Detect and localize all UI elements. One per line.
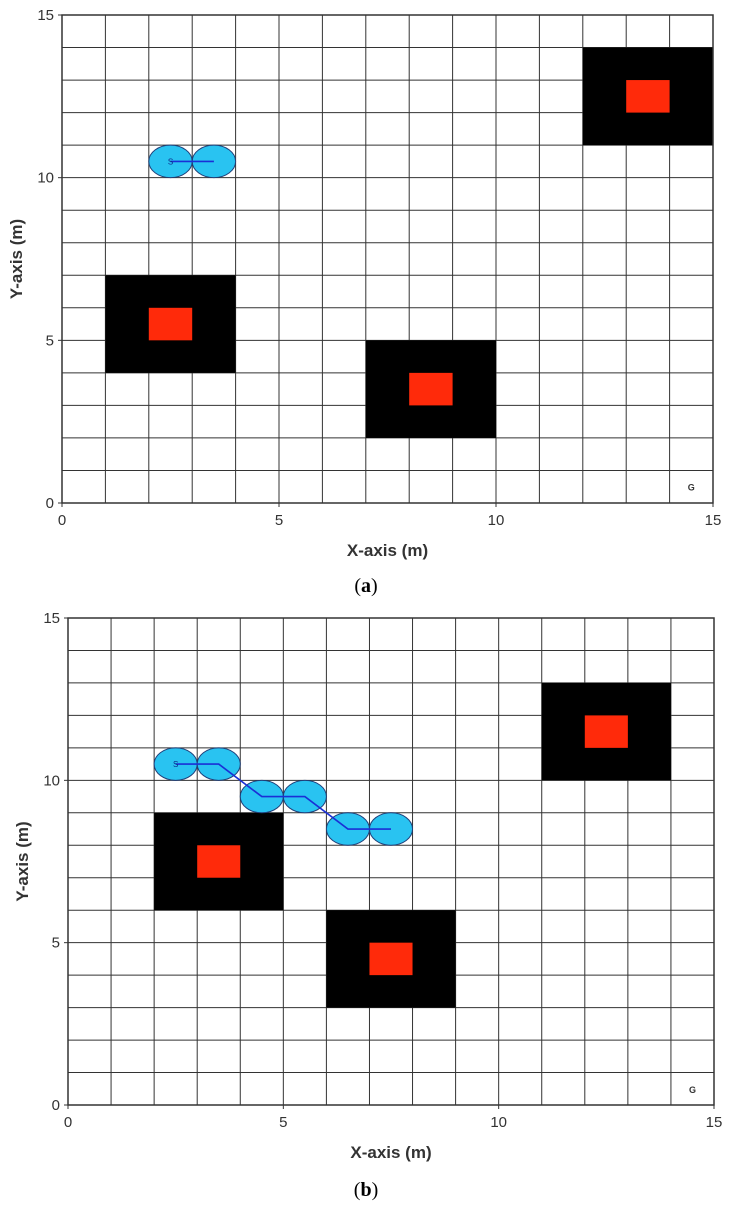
obstacle-core: [409, 372, 453, 406]
robot-path: [175, 763, 391, 830]
start-marker-label: S: [173, 760, 178, 769]
x-tick-label: 15: [705, 512, 722, 529]
x-tick-label: 10: [488, 512, 505, 529]
plot-frame: [61, 14, 714, 504]
subfigure-caption: (b): [354, 1179, 378, 1201]
x-tick-label: 0: [64, 1114, 72, 1131]
subfigure-caption-letter: b: [360, 1179, 371, 1201]
y-tick-label: 5: [46, 332, 54, 349]
obstacle-core: [197, 845, 241, 878]
y-tick-label: 0: [52, 1097, 60, 1114]
chart-a: S G 0 5 10 15 0 5 10 15 X-axis (m) Y-axis (m) (a): [7, 7, 722, 597]
y-tick-label: 5: [52, 935, 60, 952]
x-tick-label: 0: [58, 512, 66, 529]
x-tick-label: 15: [706, 1114, 723, 1131]
subfigure-caption-letter: a: [361, 575, 371, 597]
y-tick-label: 10: [37, 170, 54, 187]
subfigure-caption: (a): [354, 575, 377, 597]
obstacle-core: [584, 715, 628, 748]
y-tick-label: 15: [37, 7, 54, 24]
x-axis-label: X-axis (m): [347, 541, 428, 560]
y-tick-label: 0: [46, 495, 54, 512]
y-tick-label: 15: [43, 610, 60, 627]
x-axis-label: X-axis (m): [350, 1143, 431, 1162]
x-tick-label: 10: [490, 1114, 507, 1131]
obstacle-core: [148, 307, 193, 341]
x-tick-label: 5: [275, 512, 283, 529]
plot-frame: [67, 617, 715, 1106]
goal-marker-label: G: [689, 1085, 696, 1095]
obstacle-core: [369, 942, 413, 976]
start-marker-label: S: [168, 157, 173, 166]
obstacle-core: [626, 80, 670, 113]
x-tick-label: 5: [279, 1114, 287, 1131]
chart-b: S G 0 5 10 15 0 5 10 15 X-axis (m) Y-axis (m) (b): [13, 610, 723, 1201]
y-tick-label: 10: [43, 772, 60, 789]
y-axis-label: Y-axis (m): [13, 821, 32, 901]
goal-marker-label: G: [688, 483, 695, 493]
y-axis-label: Y-axis (m): [7, 219, 26, 299]
